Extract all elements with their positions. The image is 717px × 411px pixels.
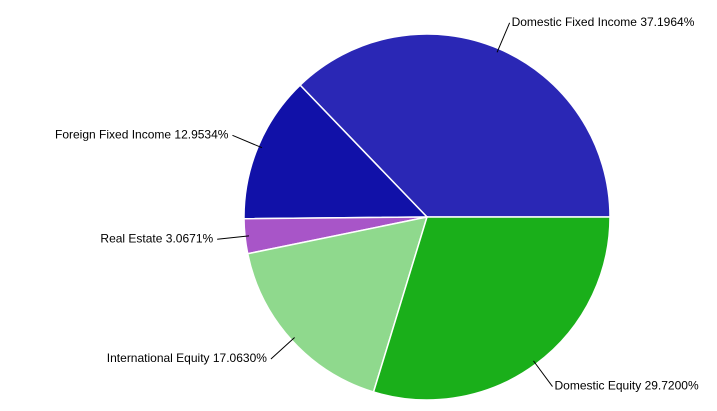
- leader-line: [496, 22, 511, 53]
- leader-line: [270, 337, 295, 360]
- slice-value: 3.0671%: [166, 231, 214, 245]
- slice-label: Domestic Fixed Income 37.1964%: [512, 15, 695, 29]
- leader-line: [232, 134, 263, 149]
- slice-value: 37.1964%: [640, 15, 694, 29]
- slice-name: International Equity: [107, 351, 210, 365]
- slice-value: 12.9534%: [174, 127, 228, 141]
- slice-label: International Equity 17.0630%: [107, 351, 267, 365]
- slice-label: Domestic Equity 29.7200%: [555, 379, 699, 393]
- slice-name: Domestic Fixed Income: [512, 15, 638, 29]
- slice-name: Foreign Fixed Income: [55, 127, 171, 141]
- leader-line: [533, 360, 553, 387]
- slice-label: Foreign Fixed Income 12.9534%: [55, 127, 229, 141]
- slice-value: 29.7200%: [645, 379, 699, 393]
- leader-line: [217, 235, 250, 240]
- slice-name: Real Estate: [100, 231, 162, 245]
- slice-value: 17.0630%: [213, 351, 267, 365]
- slice-label: Real Estate 3.0671%: [100, 231, 213, 245]
- slice-name: Domestic Equity: [555, 379, 642, 393]
